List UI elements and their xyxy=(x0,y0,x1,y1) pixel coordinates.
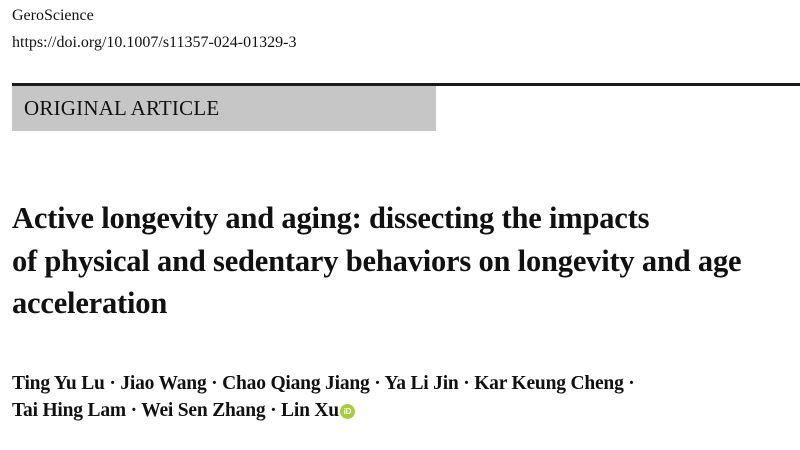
title-line: Active longevity and aging: dissecting t… xyxy=(12,201,650,235)
journal-name: GeroScience xyxy=(12,7,94,24)
orcid-icon[interactable]: iD xyxy=(339,404,355,419)
header-rule xyxy=(12,83,800,86)
article-type-banner: ORIGINAL ARTICLE xyxy=(12,86,436,131)
authors-line: Tai Hing Lam · Wei Sen Zhang · Lin Xu xyxy=(12,400,339,421)
article-title: Active longevity and aging: dissecting t… xyxy=(12,197,800,325)
title-line: acceleration xyxy=(12,286,168,320)
authors-line-2: Tai Hing Lam · Wei Sen Zhang · Lin Xu iD xyxy=(12,397,635,424)
article-type: ORIGINAL ARTICLE xyxy=(24,96,220,120)
author-list: Ting Yu Lu · Jiao Wang · Chao Qiang Jian… xyxy=(12,370,635,424)
doi-link[interactable]: https://doi.org/10.1007/s11357-024-01329… xyxy=(12,34,297,51)
title-line: of physical and sedentary behaviors on l… xyxy=(12,243,742,278)
authors-line: Ting Yu Lu · Jiao Wang · Chao Qiang Jian… xyxy=(12,373,635,394)
